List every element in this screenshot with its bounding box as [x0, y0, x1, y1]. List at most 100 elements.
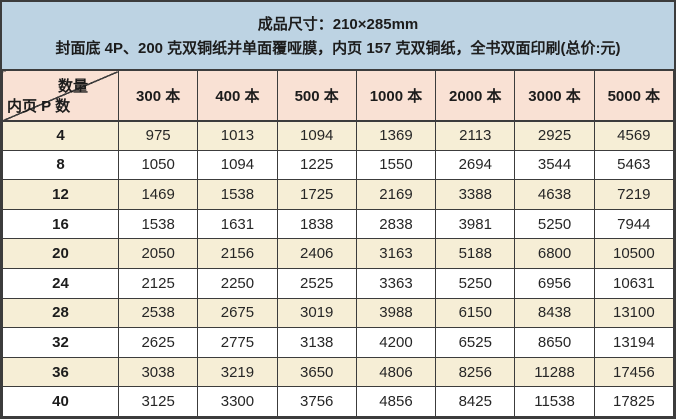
pages-cell: 36	[2, 356, 119, 388]
price-cell: 2156	[197, 238, 278, 269]
table-row: 40 3125 3300 3756 4856 8425 11538 17825	[2, 386, 675, 417]
price-cell: 8650	[514, 327, 595, 358]
price-cell: 2250	[197, 267, 278, 299]
price-cell: 2125	[117, 267, 199, 299]
price-cell: 2050	[117, 238, 199, 269]
price-cell: 1094	[197, 149, 278, 181]
price-cell: 1050	[117, 149, 199, 181]
price-cell: 6150	[435, 297, 516, 329]
price-cell: 13194	[593, 327, 675, 358]
price-cell: 1469	[117, 179, 199, 210]
price-cell: 3300	[197, 386, 278, 417]
table-row: 32 2625 2775 3138 4200 6525 8650 13194	[2, 327, 675, 358]
price-cell: 3019	[276, 297, 357, 329]
price-cell: 1550	[355, 149, 437, 181]
price-cell: 5250	[514, 208, 595, 240]
price-cell: 3544	[514, 149, 595, 181]
column-header: 1000 本	[355, 70, 437, 122]
price-cell: 2675	[197, 297, 278, 329]
price-cell: 6525	[435, 327, 516, 358]
price-cell: 2113	[435, 120, 516, 151]
column-header: 3000 本	[514, 70, 595, 122]
price-cell: 8438	[514, 297, 595, 329]
price-cell: 1538	[117, 208, 199, 240]
pages-cell: 40	[2, 386, 119, 417]
column-header: 500 本	[276, 70, 357, 122]
table-row: 4 975 1013 1094 1369 2113 2925 4569	[2, 120, 675, 151]
price-cell: 11288	[514, 356, 595, 388]
price-cell: 4200	[355, 327, 437, 358]
column-header: 300 本	[117, 70, 199, 122]
price-cell: 2406	[276, 238, 357, 269]
price-cell: 3163	[355, 238, 437, 269]
pages-cell: 16	[2, 208, 119, 240]
price-cell: 1369	[355, 120, 437, 151]
table-banner: 成品尺寸：210×285mm 封面底 4P、200 克双铜纸并单面覆哑膜，内页 …	[2, 2, 674, 70]
pages-cell: 28	[2, 297, 119, 329]
price-cell: 3981	[435, 208, 516, 240]
price-cell: 7219	[593, 179, 675, 210]
price-cell: 11538	[514, 386, 595, 417]
column-header: 2000 本	[435, 70, 516, 122]
price-cell: 4569	[593, 120, 675, 151]
price-cell: 2625	[117, 327, 199, 358]
price-cell: 4806	[355, 356, 437, 388]
pages-cell: 4	[2, 120, 119, 151]
price-cell: 3363	[355, 267, 437, 299]
price-cell: 975	[117, 120, 199, 151]
price-cell: 8256	[435, 356, 516, 388]
price-cell: 4856	[355, 386, 437, 417]
price-cell: 7944	[593, 208, 675, 240]
table-row: 16 1538 1631 1838 2838 3981 5250 7944	[2, 208, 675, 240]
price-cell: 1013	[197, 120, 278, 151]
price-cell: 1094	[276, 120, 357, 151]
price-cell: 1538	[197, 179, 278, 210]
corner-cell: 数量 内页 P 数	[2, 70, 119, 122]
price-cell: 1631	[197, 208, 278, 240]
price-cell: 3219	[197, 356, 278, 388]
price-cell: 8425	[435, 386, 516, 417]
price-cell: 4638	[514, 179, 595, 210]
price-cell: 2538	[117, 297, 199, 329]
table-row: 24 2125 2250 2525 3363 5250 6956 10631	[2, 267, 675, 299]
price-cell: 2838	[355, 208, 437, 240]
price-cell: 17456	[593, 356, 675, 388]
price-cell: 3125	[117, 386, 199, 417]
price-cell: 2525	[276, 267, 357, 299]
price-cell: 3756	[276, 386, 357, 417]
column-header: 400 本	[197, 70, 278, 122]
price-cell: 3650	[276, 356, 357, 388]
price-cell: 3988	[355, 297, 437, 329]
pages-cell: 24	[2, 267, 119, 299]
price-cell: 17825	[593, 386, 675, 417]
price-cell: 10500	[593, 238, 675, 269]
price-cell: 2925	[514, 120, 595, 151]
banner-size-line: 成品尺寸：210×285mm	[257, 16, 419, 33]
price-cell: 10631	[593, 267, 675, 299]
table-row: 20 2050 2156 2406 3163 5188 6800 10500	[2, 238, 675, 269]
price-cell: 1725	[276, 179, 357, 210]
price-cell: 13100	[593, 297, 675, 329]
table-row: 36 3038 3219 3650 4806 8256 11288 17456	[2, 356, 675, 388]
price-table: 数量 内页 P 数 300 本 400 本 500 本 1000 本 2000 本 300…	[2, 70, 675, 417]
price-cell: 2775	[197, 327, 278, 358]
price-cell: 5188	[435, 238, 516, 269]
price-cell: 3138	[276, 327, 357, 358]
header-row: 数量 内页 P 数 300 本 400 本 500 本 1000 本 2000 本 300…	[2, 70, 675, 122]
price-cell: 5250	[435, 267, 516, 299]
corner-pages-label: 内页 P 数	[7, 97, 71, 115]
price-cell: 6800	[514, 238, 595, 269]
price-cell: 1225	[276, 149, 357, 181]
price-cell: 2694	[435, 149, 516, 181]
pages-cell: 8	[2, 149, 119, 181]
price-cell: 2169	[355, 179, 437, 210]
price-cell: 5463	[593, 149, 675, 181]
banner-spec-line: 封面底 4P、200 克双铜纸并单面覆哑膜，内页 157 克双铜纸，全书双面印刷…	[55, 40, 621, 57]
column-header: 5000 本	[593, 70, 675, 122]
pages-cell: 32	[2, 327, 119, 358]
table-row: 28 2538 2675 3019 3988 6150 8438 13100	[2, 297, 675, 329]
pages-cell: 12	[2, 179, 119, 210]
price-cell: 3388	[435, 179, 516, 210]
pages-cell: 20	[2, 238, 119, 269]
